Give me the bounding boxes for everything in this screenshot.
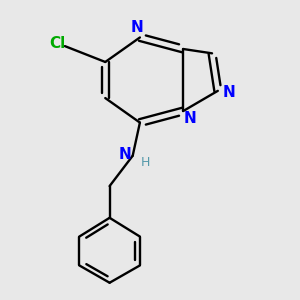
Text: N: N: [184, 111, 197, 126]
Text: N: N: [118, 147, 131, 162]
Text: N: N: [130, 20, 143, 35]
Text: H: H: [141, 157, 150, 169]
Text: Cl: Cl: [50, 36, 66, 51]
Text: N: N: [222, 85, 235, 100]
